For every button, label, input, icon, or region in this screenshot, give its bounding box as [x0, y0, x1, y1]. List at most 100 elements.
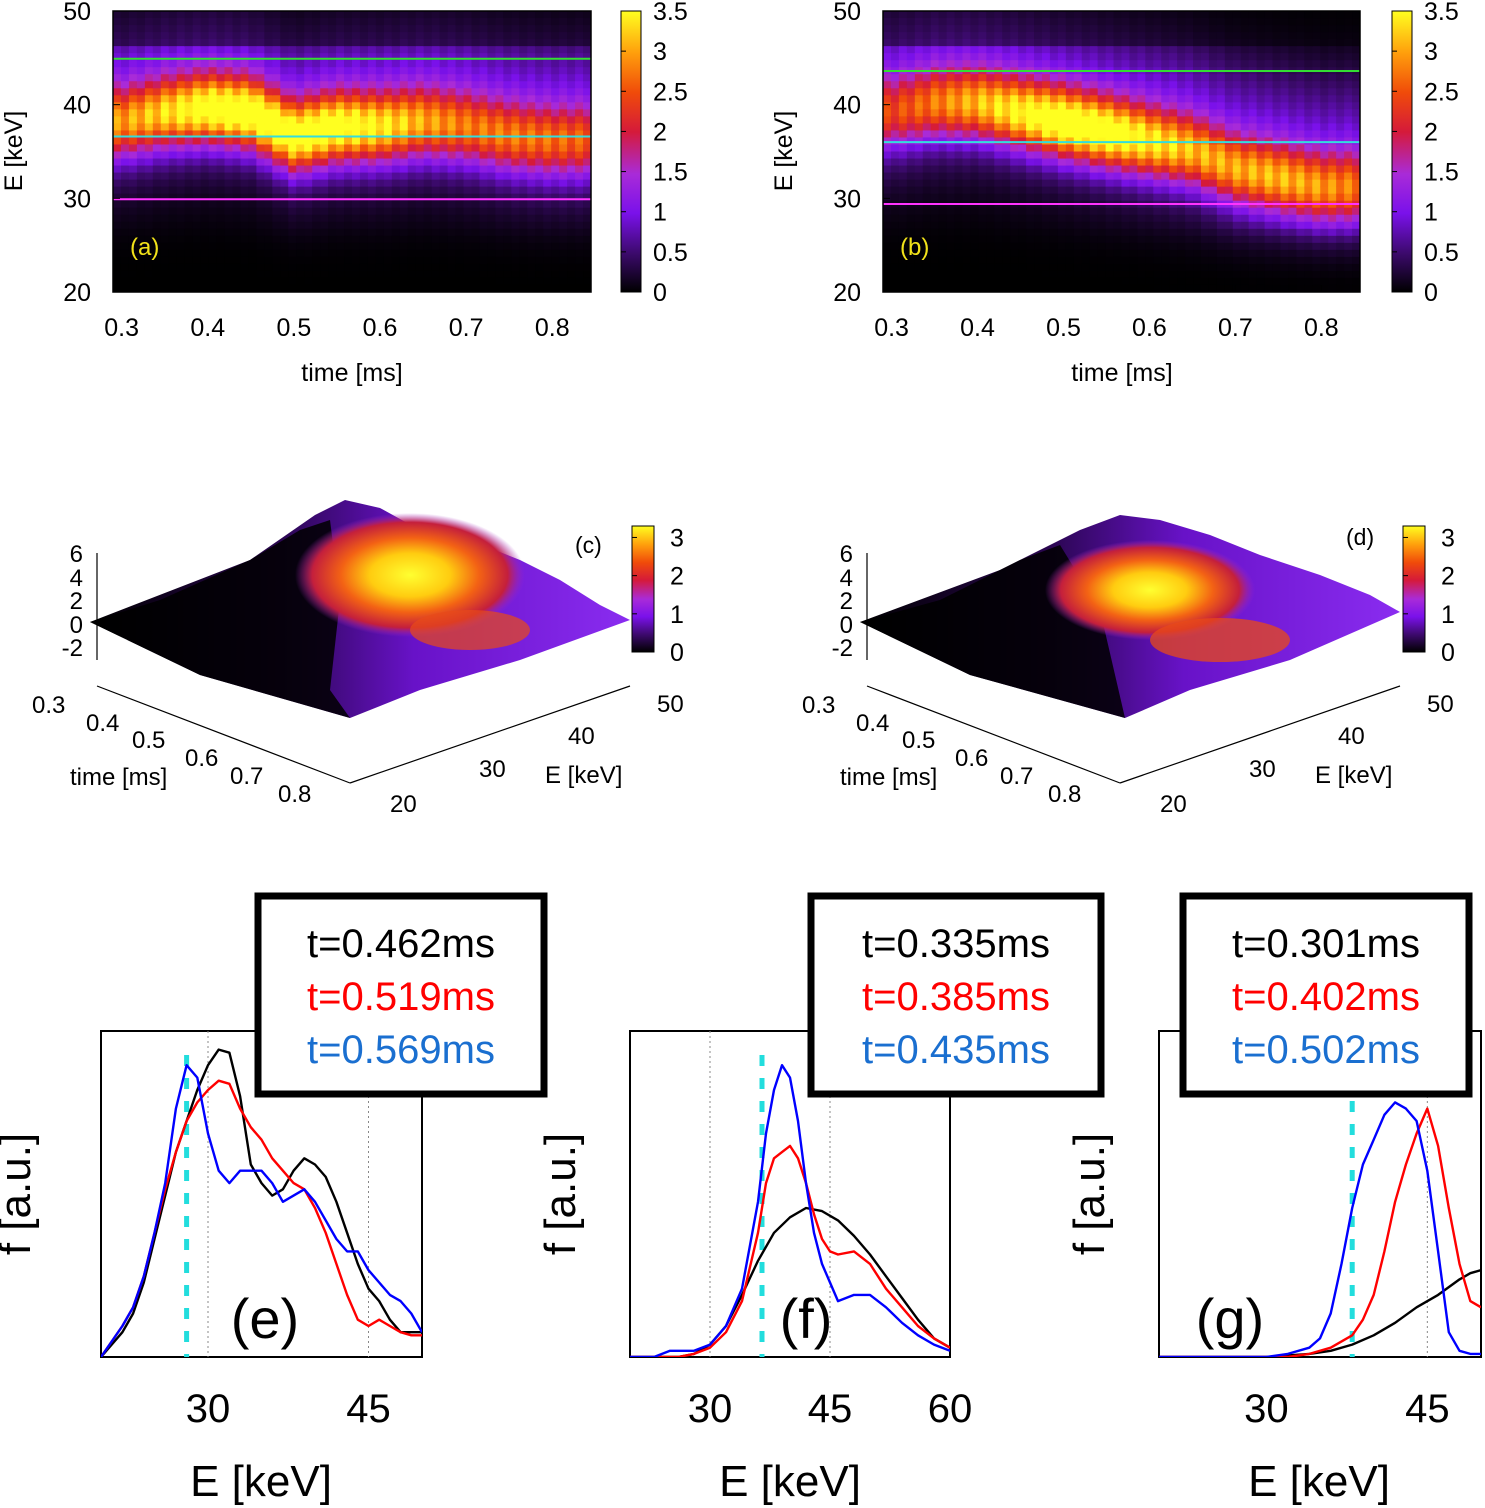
heatmap-cell [1042, 116, 1051, 125]
heatmap-cell [551, 137, 560, 146]
heatmap-cell [970, 25, 979, 33]
heatmap-cell [1137, 165, 1146, 174]
heatmap-cell [471, 88, 481, 96]
heatmap-cell [312, 263, 321, 272]
heatmap-cell [1232, 277, 1242, 286]
heatmap-cell [1153, 39, 1162, 47]
heatmap-cell [1344, 46, 1353, 54]
heatmap-cell [527, 116, 536, 125]
heatmap-cell [168, 235, 178, 244]
heatmap-cell [375, 102, 385, 110]
heatmap-cell [559, 116, 568, 125]
heatmap-cell [113, 25, 122, 33]
heatmap-cell [359, 172, 369, 181]
heatmap-cell [1320, 242, 1329, 251]
heatmap-cell [136, 25, 146, 33]
heatmap-cell [1129, 109, 1138, 117]
heatmap-cell [1224, 263, 1234, 272]
heatmap-cell [1169, 284, 1178, 292]
heatmap-cell [375, 18, 385, 26]
heatmap-cell [914, 11, 924, 19]
heatmap-cell [1010, 102, 1019, 110]
heatmap-cell [914, 249, 924, 258]
heatmap-cell [296, 228, 305, 237]
heatmap-cell [391, 53, 401, 61]
heatmap-cell [1240, 60, 1250, 68]
heatmap-cell [160, 186, 170, 195]
heatmap-cell [1296, 172, 1305, 181]
heatmap-cell [232, 193, 242, 202]
heatmap-cell [559, 200, 568, 209]
heatmap-cell [399, 102, 409, 110]
heatmap-cell [1010, 207, 1019, 216]
heatmap-cell [375, 60, 385, 68]
heatmap-cell [1296, 123, 1305, 132]
heatmap-cell [344, 256, 353, 265]
heatmap-cell [962, 277, 972, 286]
heatmap-cell [232, 256, 242, 265]
heatmap-cell [946, 249, 956, 258]
heatmap-cell [208, 186, 218, 195]
heatmap-cell [184, 74, 194, 82]
heatmap-cell [304, 32, 313, 40]
heatmap-cell [200, 46, 210, 54]
heatmap-cell [1272, 39, 1282, 47]
heatmap-cell [1153, 123, 1162, 132]
heatmap-cell [367, 284, 377, 292]
heatmap-cell [890, 249, 900, 258]
heatmap-cell [559, 18, 568, 26]
heatmap-cell [184, 81, 194, 89]
heatmap-cell [1304, 53, 1313, 61]
heatmap-cell [208, 11, 218, 19]
heatmap-cell [583, 25, 591, 33]
heatmap-cell [1097, 53, 1107, 61]
heatmap-cell [399, 228, 409, 237]
heatmap-cell [551, 67, 560, 75]
heatmap-cell [200, 186, 210, 195]
heatmap-cell [1089, 130, 1099, 139]
heatmap-cell [535, 277, 544, 286]
heatmap-cell [954, 270, 964, 279]
heatmap-cell [1352, 256, 1360, 265]
heatmap-cell [1336, 88, 1345, 96]
heatmap-cell [1193, 74, 1202, 82]
heatmap-cell [906, 88, 916, 96]
heatmap-cell [272, 81, 281, 89]
heatmap-cell [495, 193, 504, 202]
heatmap-cell [344, 130, 353, 139]
heatmap-cell [336, 249, 345, 258]
heatmap-cell [439, 277, 449, 286]
heatmap-cell [1272, 11, 1282, 19]
heatmap-cell [1288, 235, 1297, 244]
heatmap-cell [1073, 46, 1083, 54]
heatmap-cell [567, 235, 576, 244]
heatmap-cell [1010, 74, 1019, 82]
heatmap-cell [1137, 81, 1146, 89]
heatmap-cell [415, 200, 425, 209]
heatmap-cell [240, 151, 250, 160]
heatmap-cell [543, 116, 552, 125]
heatmap-cell [455, 221, 465, 230]
heatmap-cell [946, 172, 956, 181]
heatmap-cell [1288, 81, 1297, 89]
heatmap-cell [391, 11, 401, 19]
heatmap-cell [906, 74, 916, 82]
heatmap-cell [367, 263, 377, 272]
heatmap-cell [463, 109, 473, 117]
heatmap-cell [455, 172, 465, 181]
heatmap-cell [1113, 158, 1123, 167]
heatmap-cell [344, 53, 353, 61]
heatmap-cell [503, 74, 512, 82]
heatmap-cell [1240, 74, 1250, 82]
heatmap-cell [583, 67, 591, 75]
heatmap-cell [272, 67, 281, 75]
heatmap-cell [359, 130, 369, 139]
heatmap-cell [883, 221, 892, 230]
heatmap-cell [962, 207, 972, 216]
heatmap-cell [519, 270, 528, 279]
heatmap-cell [954, 32, 964, 40]
heatmap-cell [1208, 53, 1218, 61]
heatmap-cell [495, 263, 504, 272]
heatmap-cell [922, 25, 932, 33]
heatmap-cell [1137, 263, 1146, 272]
